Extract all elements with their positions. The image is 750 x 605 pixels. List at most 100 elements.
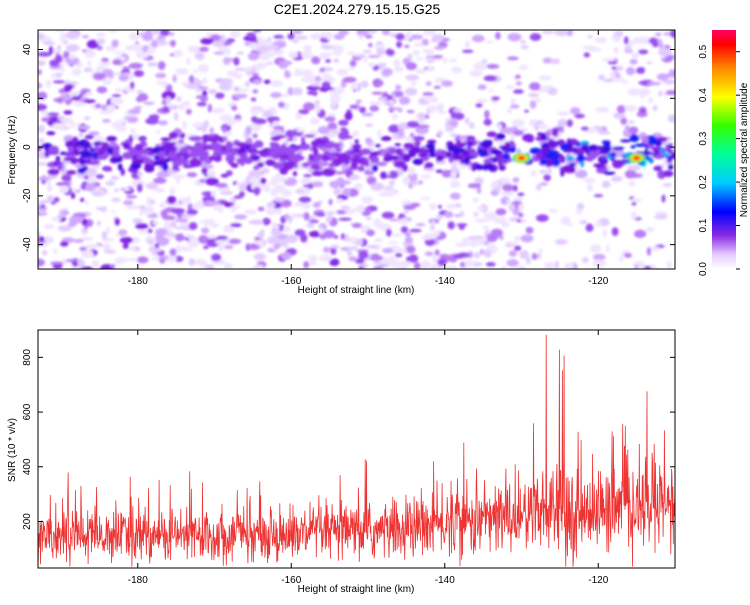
spectrogram-signal-cell [225, 154, 235, 163]
spectrogram-cell [477, 206, 485, 211]
spectrogram-cell [415, 124, 430, 129]
spectrogram-cell [628, 173, 643, 178]
spectrogram-cell [96, 220, 102, 227]
spectrogram-cell [230, 205, 237, 213]
spectrogram-signal-cell [332, 158, 345, 165]
spectrogram-signal-cell [208, 155, 215, 160]
spectrogram-cell [233, 73, 243, 79]
spectrogram-cell [349, 104, 358, 109]
spectrogram-signal-cell [328, 154, 337, 160]
spectrogram-signal-cell [463, 157, 470, 165]
spectrogram-cell [38, 176, 51, 181]
spectrogram-signal-cell [351, 143, 362, 150]
spectrogram-cell [168, 104, 180, 110]
spectrogram-cell [646, 61, 653, 65]
spectrogram-cell [134, 106, 143, 110]
snr-frame [37, 329, 676, 569]
spectrogram-cell [154, 242, 160, 249]
spectrogram-cell [366, 176, 377, 185]
spectrogram-signal-cell [47, 168, 60, 176]
spectrogram-cell [148, 247, 163, 253]
spectrogram-signal-cell [88, 160, 101, 166]
spectrogram-cell [510, 98, 516, 105]
spectrogram-cell [327, 122, 338, 131]
spectrogram-cell [252, 79, 262, 85]
spectrogram-signal-cell [506, 158, 514, 162]
spectrogram-cell [161, 90, 176, 100]
spectrogram-cell [38, 231, 41, 238]
spectrogram-cell [129, 81, 135, 90]
spectrogram-signal-cell [172, 167, 181, 172]
spectrogram-cell [508, 203, 516, 212]
spectrogram-cell [630, 211, 637, 221]
spectrogram-signal-cell [380, 136, 392, 141]
spectrogram-signal-cell [630, 145, 636, 149]
spectrogram-cell [207, 218, 215, 226]
colorbar-tick-label: 0.4 [698, 88, 709, 102]
spectrogram-cell [304, 134, 316, 138]
spectrogram-cell [265, 206, 276, 216]
spectrogram-signal-cell [359, 148, 371, 155]
spectrogram-cell [409, 34, 424, 40]
spectrogram-signal-cell [93, 145, 100, 153]
spectrogram-cell [431, 34, 446, 42]
spectrogram-signal-cell [547, 150, 556, 158]
spectrogram-cell [186, 57, 191, 66]
spectrogram-cell [252, 72, 259, 77]
spectrogram-cell [62, 40, 69, 45]
spectrogram-signal-cell [323, 150, 330, 156]
spectrogram-cell [467, 235, 479, 240]
spectrogram-cell [442, 57, 448, 64]
spectrogram-cell [158, 202, 166, 209]
spectrogram-cell [114, 51, 126, 55]
spectrogram-cell [200, 38, 214, 45]
spectrogram-cell [415, 125, 429, 135]
spectrogram-cell [656, 73, 669, 81]
spectrogram-cell [210, 34, 221, 42]
spectrogram-cell [413, 42, 424, 47]
colorbar-tick-label: 0.2 [698, 175, 709, 189]
spectrogram-cell [206, 169, 216, 176]
spectrogram-cell [400, 226, 408, 234]
spectrogram-cell [75, 122, 81, 127]
spectrogram-cell [156, 80, 165, 85]
spectrogram-cell [38, 236, 45, 243]
spectrogram-cell [598, 74, 605, 81]
spectrogram-cell [222, 224, 235, 233]
spectrogram-cell [219, 34, 226, 44]
spectrogram-cell [224, 46, 231, 56]
spectrogram-cell [234, 67, 247, 71]
spectrogram-cell [58, 88, 65, 94]
spectrogram-cell [665, 90, 675, 96]
spectrogram-cell [624, 105, 638, 112]
spectrogram-cell [516, 219, 522, 223]
spectrogram-cell [215, 92, 225, 99]
spectrogram-cell [122, 66, 131, 71]
spectrogram-cell [162, 106, 170, 113]
spectrogram-cell [619, 255, 624, 262]
spectrogram-signal-cell [583, 146, 588, 152]
spectrogram-signal-cell [312, 147, 319, 156]
spectrogram-cell [522, 133, 535, 142]
spectrogram-cell [451, 66, 462, 74]
spectrogram-cell [471, 34, 485, 43]
spectrogram-cell [50, 261, 64, 266]
spectrogram-cell [535, 214, 549, 222]
spectrogram-cell [358, 251, 369, 260]
spectrogram-cell [560, 216, 571, 225]
spectrogram-cell [101, 57, 109, 63]
spectrogram-cell [55, 182, 70, 186]
spectrogram-cell [404, 87, 418, 96]
spectrogram-cell [135, 96, 144, 103]
spectrogram-signal-cell [75, 146, 85, 150]
spectrogram-cell [338, 30, 350, 36]
spectrogram-signal-cell [663, 170, 674, 178]
spectrogram-cell [479, 248, 484, 255]
spectrogram-cell [589, 244, 602, 253]
spectrogram-cell [395, 84, 402, 91]
spectrogram-cell [514, 235, 522, 242]
spectrogram-cell [444, 265, 458, 269]
spectrogram-cell [353, 183, 363, 191]
spectrogram-cell [316, 161, 330, 167]
spectrogram-cell [102, 118, 111, 123]
